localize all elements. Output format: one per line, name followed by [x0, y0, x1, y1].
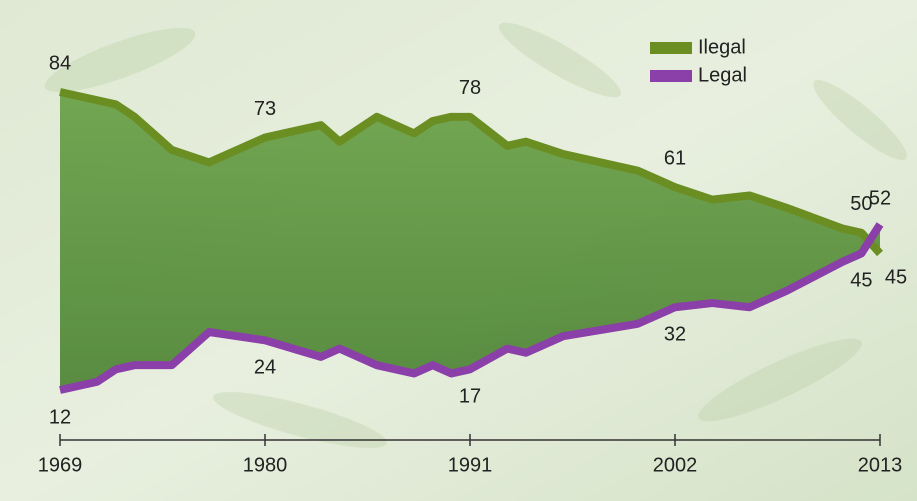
data-label: 45 — [885, 267, 907, 289]
data-label: 12 — [49, 406, 71, 428]
series-line — [59, 88, 883, 257]
data-label: 84 — [49, 52, 71, 74]
leaf-decoration — [44, 22, 907, 448]
data-label: 73 — [254, 98, 276, 120]
legend-swatch — [650, 70, 692, 82]
data-label: 52 — [869, 188, 891, 210]
data-label: 17 — [459, 386, 481, 408]
x-tick-label: 1991 — [448, 454, 493, 476]
legend-label: Ilegal — [698, 36, 746, 58]
data-label: 45 — [850, 270, 872, 292]
series-line — [59, 222, 884, 394]
data-label: 24 — [254, 357, 276, 379]
leaf-area — [60, 92, 880, 390]
data-label: 50 — [850, 193, 872, 215]
x-tick-label: 2013 — [858, 454, 903, 476]
data-label: 32 — [664, 324, 686, 346]
data-label: 78 — [459, 77, 481, 99]
data-label: 61 — [664, 147, 686, 169]
x-tick-label: 1980 — [243, 454, 288, 476]
legend-swatch — [650, 42, 692, 54]
x-tick-label: 1969 — [38, 454, 83, 476]
x-tick-label: 2002 — [653, 454, 698, 476]
legend-label: Legal — [698, 64, 747, 86]
